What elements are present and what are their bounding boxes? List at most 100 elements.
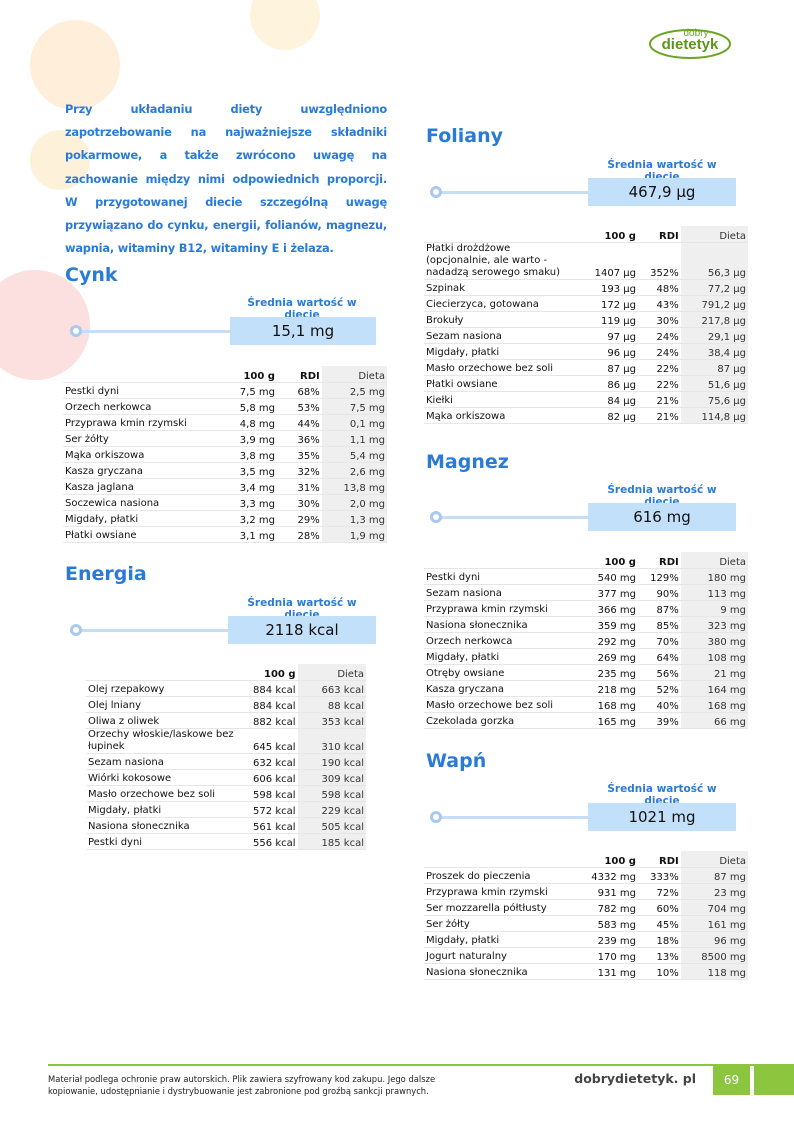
- table-cell: 561 kcal: [239, 817, 298, 834]
- table-row: Orzech nerkowca 292 mg 70% 380 mg: [424, 632, 748, 649]
- table-cell: 185 kcal: [297, 833, 366, 850]
- table-cell: 31%: [276, 478, 322, 495]
- table-cell: 323 mg: [680, 616, 748, 633]
- table-row: Orzech nerkowca 5,8 mg 53% 7,5 mg: [63, 398, 387, 415]
- table-row: Oliwa z oliwek 882 kcal 353 kcal: [86, 712, 366, 729]
- table-cell: 377 mg: [576, 584, 638, 601]
- table-cell: 119 µg: [576, 311, 638, 328]
- table-row: Ser żółty 583 mg 45% 161 mg: [424, 915, 748, 932]
- table-row: Płatki owsiane 86 µg 22% 51,6 µg: [424, 375, 748, 392]
- column-header: 100 g: [576, 851, 638, 868]
- table-cell: Płatki owsiane: [424, 375, 577, 392]
- table-cell: Orzech nerkowca: [424, 632, 577, 649]
- table-cell: 87 µg: [680, 359, 748, 376]
- table-cell: 97 µg: [576, 327, 638, 344]
- average-value: 467,9 µg: [588, 178, 736, 206]
- slider-track: [70, 629, 228, 632]
- table-cell: Oliwa z oliwek: [86, 712, 240, 729]
- table-cynk: 100 g RDI Dieta Pestki dyni 7,5 mg 68% 2,5 mg O…: [63, 366, 387, 543]
- table-cell: 4,8 mg: [226, 414, 277, 431]
- table-cell: 56,3 µg: [680, 242, 748, 280]
- table-row: Sezam nasiona 97 µg 24% 29,1 µg: [424, 327, 748, 344]
- table-cell: 53%: [276, 398, 322, 415]
- table-cell: 30%: [276, 494, 322, 511]
- table-row: Pestki dyni 540 mg 129% 180 mg: [424, 568, 748, 585]
- table-cell: 87%: [637, 600, 681, 617]
- table-cell: 3,2 mg: [226, 510, 277, 527]
- table-cell: 170 mg: [576, 947, 638, 964]
- table-cell: 663 kcal: [297, 680, 366, 697]
- table-cell: 1407 µg: [576, 242, 638, 280]
- logo: dobry dietetyk: [649, 28, 731, 59]
- table-cell: Szpinak: [424, 279, 577, 296]
- table-cell: 168 mg: [576, 696, 638, 713]
- table-row: Pestki dyni 7,5 mg 68% 2,5 mg: [63, 382, 387, 399]
- table-cell: 3,4 mg: [226, 478, 277, 495]
- table-cell: Olej lniany: [86, 696, 240, 713]
- table-cell: 380 mg: [680, 632, 748, 649]
- table-row: Ser mozzarella półtłusty 782 mg 60% 704 mg: [424, 899, 748, 916]
- table-cell: 75,6 µg: [680, 391, 748, 408]
- table-cell: 161 mg: [680, 915, 748, 932]
- slider-track: [70, 330, 230, 333]
- copyright-notice: Materiał podlega ochronie praw autorskic…: [48, 1074, 436, 1096]
- average-value: 1021 mg: [588, 803, 736, 831]
- table-cell: Wiórki kokosowe: [86, 769, 240, 786]
- table-cell: Ser żółty: [424, 915, 577, 932]
- footer-accent: [754, 1064, 794, 1095]
- average-value: 616 mg: [588, 503, 736, 531]
- table-header: 100 g Dieta: [86, 664, 366, 681]
- table-cell: Kasza gryczana: [63, 462, 227, 479]
- table-row: Migdały, płatki 3,2 mg 29% 1,3 mg: [63, 510, 387, 527]
- table-cell: 572 kcal: [239, 801, 298, 818]
- table-cell: 598 kcal: [239, 785, 298, 802]
- table-row: Orzechy włoskie/laskowe bez łupinek 645 k…: [86, 728, 366, 754]
- table-cell: 90%: [637, 584, 681, 601]
- table-cell: Orzechy włoskie/laskowe bez łupinek: [86, 728, 240, 754]
- table-cell: Nasiona słonecznika: [424, 963, 577, 980]
- table-cell: 23 mg: [680, 883, 748, 900]
- column-header: [424, 552, 577, 569]
- table-cell: 32%: [276, 462, 322, 479]
- table-cell: 29,1 µg: [680, 327, 748, 344]
- table-row: Sezam nasiona 632 kcal 190 kcal: [86, 753, 366, 770]
- column-header: 100 g: [576, 226, 638, 243]
- table-magnez: 100 g RDI Dieta Pestki dyni 540 mg 129% 180 mg…: [424, 552, 748, 729]
- table-cell: Pestki dyni: [86, 833, 240, 850]
- table-cell: Kiełki: [424, 391, 577, 408]
- table-cell: Sezam nasiona: [86, 753, 240, 770]
- slider-handle-icon: [430, 811, 442, 823]
- slider-handle-icon: [430, 511, 442, 523]
- column-header: RDI: [637, 851, 681, 868]
- table-row: Ser żółty 3,9 mg 36% 1,1 mg: [63, 430, 387, 447]
- table-row: Nasiona słonecznika 359 mg 85% 323 mg: [424, 616, 748, 633]
- table-row: Mąka orkiszowa 82 µg 21% 114,8 µg: [424, 407, 748, 424]
- table-row: Sezam nasiona 377 mg 90% 113 mg: [424, 584, 748, 601]
- table-cell: 4332 mg: [576, 867, 638, 884]
- table-cell: 77,2 µg: [680, 279, 748, 296]
- table-header: 100 g RDI Dieta: [63, 366, 387, 383]
- table-cell: 505 kcal: [297, 817, 366, 834]
- table-row: Masło orzechowe bez soli 87 µg 22% 87 µg: [424, 359, 748, 376]
- table-cell: 2,0 mg: [321, 494, 387, 511]
- table-row: Nasiona słonecznika 131 mg 10% 118 mg: [424, 963, 748, 980]
- table-row: Przyprawa kmin rzymski 931 mg 72% 23 mg: [424, 883, 748, 900]
- table-cell: 60%: [637, 899, 681, 916]
- table-row: Migdały, płatki 269 mg 64% 108 mg: [424, 648, 748, 665]
- table-cell: Ser mozzarella półtłusty: [424, 899, 577, 916]
- table-cell: Migdały, płatki: [86, 801, 240, 818]
- table-row: Kasza gryczana 3,5 mg 32% 2,6 mg: [63, 462, 387, 479]
- table-cell: Mąka orkiszowa: [424, 407, 577, 424]
- table-cell: Pestki dyni: [424, 568, 577, 585]
- column-header: 100 g: [226, 366, 277, 383]
- table-cell: 5,8 mg: [226, 398, 277, 415]
- table-row: Otręby owsiane 235 mg 56% 21 mg: [424, 664, 748, 681]
- table-cell: 3,1 mg: [226, 526, 277, 543]
- table-cell: 35%: [276, 446, 322, 463]
- table-cell: 882 kcal: [239, 712, 298, 729]
- orange-decoration: [250, 0, 320, 50]
- table-cell: 36%: [276, 430, 322, 447]
- table-cell: 85%: [637, 616, 681, 633]
- table-cell: 235 mg: [576, 664, 638, 681]
- table-cell: 131 mg: [576, 963, 638, 980]
